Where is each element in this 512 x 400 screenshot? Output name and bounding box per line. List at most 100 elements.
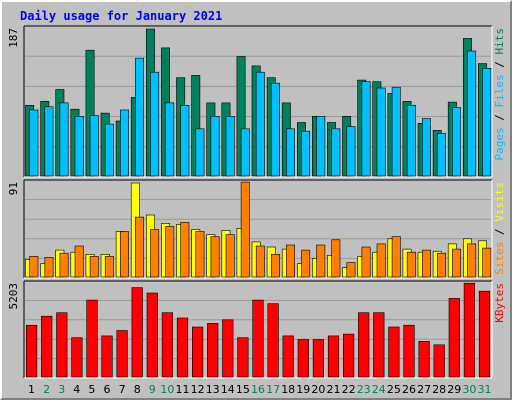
bar-kbytes-day-1 bbox=[25, 324, 38, 378]
bar-sites-day-2 bbox=[44, 257, 54, 278]
bar-files-day-27 bbox=[421, 118, 431, 177]
bar-files-day-30 bbox=[467, 50, 477, 177]
bar-files-day-2 bbox=[44, 106, 54, 177]
bar-files-day-20 bbox=[316, 116, 326, 177]
x-tick-label-day-13: 13 bbox=[206, 383, 220, 396]
bar-files-day-31 bbox=[482, 68, 492, 177]
bar-files-day-10 bbox=[165, 102, 175, 177]
bar-sites-day-17 bbox=[270, 254, 280, 278]
x-tick-label-day-2: 2 bbox=[43, 383, 50, 396]
bar-files-day-5 bbox=[89, 115, 99, 177]
bar-kbytes-day-23 bbox=[358, 312, 370, 378]
bar-kbytes-day-5 bbox=[86, 299, 98, 378]
legend-kbytes: KBytes bbox=[493, 283, 506, 323]
bar-kbytes-day-18 bbox=[282, 335, 294, 378]
bar-sites-day-11 bbox=[180, 222, 190, 278]
bar-sites-day-28 bbox=[436, 252, 446, 278]
x-tick-label-day-10: 10 bbox=[160, 383, 174, 396]
x-tick-label-day-31: 31 bbox=[478, 383, 492, 396]
x-tick-label-day-15: 15 bbox=[236, 383, 250, 396]
bar-sites-day-27 bbox=[421, 249, 431, 278]
bar-kbytes-day-25 bbox=[388, 326, 400, 378]
bar-files-day-14 bbox=[225, 116, 235, 177]
x-tick-label-day-19: 19 bbox=[296, 383, 310, 396]
axis-max-label-hits-files: 187 bbox=[7, 28, 20, 48]
x-tick-label-day-7: 7 bbox=[119, 383, 126, 396]
bar-kbytes-day-13 bbox=[207, 323, 219, 378]
bar-kbytes-day-15 bbox=[237, 337, 249, 378]
x-tick-label-day-26: 26 bbox=[402, 383, 416, 396]
x-tick-label-day-25: 25 bbox=[387, 383, 401, 396]
bar-files-day-11 bbox=[180, 105, 190, 177]
bar-files-day-16 bbox=[255, 71, 265, 177]
bar-sites-day-20 bbox=[316, 244, 326, 278]
bar-kbytes-day-8 bbox=[131, 287, 143, 378]
bar-sites-day-26 bbox=[406, 251, 416, 278]
x-tick-label-day-16: 16 bbox=[251, 383, 265, 396]
x-tick-label-day-20: 20 bbox=[311, 383, 325, 396]
legend-hits-files: Pages / Files / Hits bbox=[493, 28, 506, 161]
bar-files-day-1 bbox=[29, 109, 39, 177]
bar-sites-day-10 bbox=[165, 226, 175, 278]
x-tick-label-day-9: 9 bbox=[149, 383, 156, 396]
x-tick-label-day-27: 27 bbox=[417, 383, 431, 396]
bar-kbytes-day-12 bbox=[192, 326, 204, 378]
bar-files-day-23 bbox=[361, 81, 371, 177]
bar-kbytes-day-7 bbox=[116, 330, 128, 378]
x-tick-label-day-4: 4 bbox=[73, 383, 80, 396]
bar-sites-day-30 bbox=[467, 243, 477, 278]
x-tick-label-day-1: 1 bbox=[28, 383, 35, 396]
bar-kbytes-day-10 bbox=[161, 312, 174, 378]
x-tick-label-day-29: 29 bbox=[447, 383, 461, 396]
x-tick-label-day-24: 24 bbox=[372, 383, 386, 396]
bar-files-day-28 bbox=[436, 133, 446, 177]
bar-sites-day-5 bbox=[89, 255, 99, 278]
bar-kbytes-day-24 bbox=[373, 312, 385, 378]
bar-sites-day-25 bbox=[391, 236, 401, 278]
chart-title: Daily usage for January 2021 bbox=[20, 9, 223, 23]
legend-item: Visits bbox=[493, 182, 506, 222]
bar-sites-day-8 bbox=[135, 216, 144, 278]
axis-max-label-kbytes: 5203 bbox=[7, 283, 20, 310]
x-tick-label-day-3: 3 bbox=[58, 383, 65, 396]
x-tick-label-day-21: 21 bbox=[327, 383, 341, 396]
bar-kbytes-day-17 bbox=[267, 303, 279, 378]
axis-max-label-visits-sites: 91 bbox=[7, 182, 20, 195]
bar-sites-day-14 bbox=[225, 234, 235, 278]
x-tick-label-day-12: 12 bbox=[191, 383, 205, 396]
x-tick-label-day-23: 23 bbox=[357, 383, 371, 396]
x-tick-label-day-28: 28 bbox=[432, 383, 446, 396]
legend-item: Hits bbox=[493, 28, 506, 55]
legend-item: Files bbox=[493, 74, 506, 107]
bar-files-day-13 bbox=[210, 116, 220, 177]
bar-sites-day-22 bbox=[346, 262, 356, 278]
bar-sites-day-9 bbox=[150, 229, 160, 278]
bar-files-day-8 bbox=[135, 57, 144, 177]
bar-sites-day-4 bbox=[74, 245, 84, 278]
bar-files-day-19 bbox=[301, 130, 311, 177]
bar-sites-day-24 bbox=[376, 243, 386, 278]
bar-files-day-3 bbox=[59, 102, 69, 177]
bar-sites-day-3 bbox=[59, 252, 69, 278]
legend-item: / bbox=[493, 108, 506, 128]
x-tick-label-day-18: 18 bbox=[281, 383, 295, 396]
bar-kbytes-day-22 bbox=[342, 333, 355, 378]
x-tick-label-day-22: 22 bbox=[342, 383, 356, 396]
bar-sites-day-18 bbox=[286, 244, 295, 278]
bar-sites-day-15 bbox=[240, 181, 250, 278]
bar-files-day-26 bbox=[406, 105, 416, 177]
legend-item: Sites bbox=[493, 242, 506, 275]
bar-files-day-22 bbox=[346, 126, 356, 177]
bar-kbytes-day-20 bbox=[312, 339, 325, 378]
bar-sites-day-6 bbox=[104, 255, 114, 278]
bar-files-day-9 bbox=[150, 71, 160, 177]
bar-files-day-15 bbox=[240, 128, 250, 177]
bar-files-day-17 bbox=[270, 82, 280, 177]
bar-kbytes-day-14 bbox=[222, 319, 234, 378]
x-tick-label-day-30: 30 bbox=[462, 383, 476, 396]
bar-sites-day-21 bbox=[331, 239, 341, 278]
x-tick-label-day-17: 17 bbox=[266, 383, 280, 396]
bar-kbytes-day-21 bbox=[327, 335, 340, 378]
bar-kbytes-day-4 bbox=[71, 337, 83, 378]
